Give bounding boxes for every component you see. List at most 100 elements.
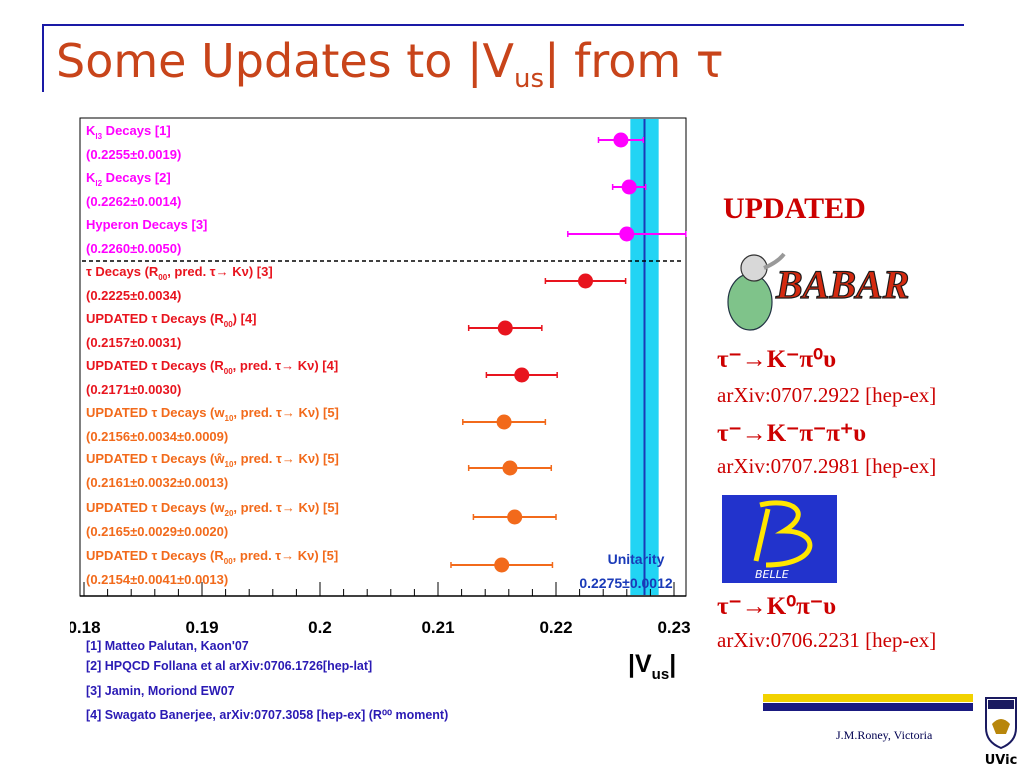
unitarity-label: Unitarity [608, 551, 665, 567]
series-label-main: UPDATED τ Decays (w [86, 500, 225, 515]
series-label-rest: , pred. τ→ Kν) [5] [233, 500, 338, 515]
vus-chart: Kl3 Decays [1] (0.2255±0.0019) Kl2 Decays … [70, 117, 691, 722]
series-label-rest: , pred. τ→ Kν) [5] [233, 405, 338, 420]
series-value-label: (0.2154±0.0041±0.0013) [86, 572, 228, 587]
reference-item: [4] Swagato Banerjee, arXiv:0707.3058 [h… [86, 708, 448, 722]
x-axis-label-tail: | [669, 650, 676, 678]
title-accent-bar [42, 26, 44, 92]
reference-item: [2] HPQCD Follana et al arXiv:0706.1726[… [86, 659, 372, 673]
x-axis-label-main: |V [628, 650, 652, 678]
x-tick-label: 0.21 [421, 618, 454, 637]
uvic-shield-lamp [992, 719, 1010, 734]
babar-logo-text: BABAR [775, 262, 909, 307]
title-rule [42, 24, 964, 26]
title-subscript: us [514, 64, 545, 95]
series-label-rest: , pred. τ→ Kν) [4] [233, 358, 338, 373]
data-point [619, 226, 635, 242]
series-label-sub: 00 [224, 557, 233, 566]
data-point [514, 367, 530, 383]
series-label-main: τ Decays (R [86, 264, 159, 279]
series-label-main: Hyperon Decays [3] [86, 217, 207, 232]
series-value-label: (0.2260±0.0050) [86, 241, 181, 256]
plot-frame [79, 117, 687, 597]
unitarity-value: 0.2275±0.0012 [579, 575, 673, 591]
decay-3: τ⁻→K⁰π⁻υ [717, 593, 837, 620]
x-axis-label-sub: us [652, 666, 670, 683]
series-label-main: UPDATED τ Decays (R [86, 311, 224, 326]
data-point [613, 132, 629, 148]
footer-stripe-yellow [763, 694, 973, 702]
updated-label: UPDATED [723, 192, 866, 225]
reference-item: [3] Jamin, Moriond EW07 [86, 684, 235, 698]
x-tick-label: 0.18 [70, 618, 101, 637]
series-label: Hyperon Decays [3] [86, 217, 207, 232]
series-label-rest: , pred. τ→ Kν) [5] [233, 548, 338, 563]
series-label: UPDATED τ Decays (w10, pred. τ→ Kν) [5] [86, 405, 339, 423]
babar-logo: BABAR [727, 252, 910, 331]
arxiv-ref-3: arXiv:0706.2231 [hep-ex] [717, 628, 937, 652]
data-point [502, 460, 518, 476]
data-point [496, 414, 512, 430]
belle-logo-glyph [753, 500, 813, 568]
series-value-label: (0.2255±0.0019) [86, 147, 181, 162]
reference-item: [1] Matteo Palutan, Kaon'07 [86, 639, 249, 653]
uvic-logo-text: UVic [985, 753, 1018, 768]
series-label-sub: 00 [224, 367, 233, 376]
slide-title: Some Updates to |Vus| from τ [56, 34, 724, 94]
series-value-label: (0.2161±0.0032±0.0013) [86, 475, 228, 490]
series-label-rest: Decays [2] [102, 170, 171, 185]
belle-logo: BELLE [722, 495, 837, 583]
x-tick-label: 0.22 [539, 618, 572, 637]
series-label: τ Decays (R00, pred. τ→ Kν) [3] [86, 264, 273, 282]
series-label: UPDATED τ Decays (R00, pred. τ→ Kν) [4] [86, 358, 338, 376]
elephant-body [727, 273, 773, 331]
x-tick-label: 0.2 [308, 618, 332, 637]
series-label-sub: 00 [158, 273, 167, 282]
uvic-shield-band [988, 700, 1014, 709]
series-label-sub: 20 [225, 509, 234, 518]
series-label-main: UPDATED τ Decays (R [86, 548, 224, 563]
series-label-main: UPDATED τ Decays (ŵ [86, 451, 225, 466]
series-label-rest: , pred. τ→ Kν) [5] [233, 451, 338, 466]
series-label-main: UPDATED τ Decays (R [86, 358, 224, 373]
title-tail: | from τ [544, 34, 724, 88]
arxiv-ref-1: arXiv:0707.2922 [hep-ex] [717, 383, 937, 407]
series-label: UPDATED τ Decays (R00) [4] [86, 311, 257, 329]
elephant-head [740, 254, 768, 282]
series-label: Kl2 Decays [2] [86, 170, 171, 188]
series-label-rest: ) [4] [233, 311, 257, 326]
footer-stripe-navy [763, 703, 973, 711]
x-tick-label: 0.19 [185, 618, 218, 637]
elephant-trunk [763, 252, 786, 270]
series-label-sub: l3 [95, 132, 102, 141]
footer-stripes [763, 694, 973, 711]
data-point [497, 320, 513, 336]
series-value-label: (0.2171±0.0030) [86, 382, 181, 397]
decay-2: τ⁻→K⁻π⁻π⁺υ [717, 420, 867, 447]
series-label: UPDATED τ Decays (ŵ10, pred. τ→ Kν) [5] [86, 451, 339, 469]
series-label-rest: , pred. τ→ Kν) [3] [167, 264, 272, 279]
series-label-sub: 10 [225, 460, 234, 469]
data-point [578, 273, 593, 289]
series-value-label: (0.2225±0.0034) [86, 288, 181, 303]
series-label-main: K [86, 123, 96, 138]
data-point [621, 179, 637, 195]
series-label-main: UPDATED τ Decays (w [86, 405, 225, 420]
x-tick-label: 0.23 [657, 618, 690, 637]
data-point [494, 557, 510, 573]
belle-logo-background [722, 495, 837, 583]
author-credit: J.M.Roney, Victoria [836, 728, 933, 742]
decay-1: τ⁻→K⁻π⁰υ [717, 346, 837, 373]
title-main: Some Updates to |V [56, 34, 515, 88]
series-label: Kl3 Decays [1] [86, 123, 171, 141]
uvic-logo: UVic [985, 697, 1018, 768]
series-label: UPDATED τ Decays (R00, pred. τ→ Kν) [5] [86, 548, 338, 566]
series-label: UPDATED τ Decays (w20, pred. τ→ Kν) [5] [86, 500, 339, 518]
data-point [507, 509, 523, 525]
series-value-label: (0.2165±0.0029±0.0020) [86, 524, 228, 539]
belle-logo-text: BELLE [755, 568, 789, 581]
series-label-main: K [86, 170, 96, 185]
series-label-sub: 00 [224, 320, 233, 329]
series-label-sub: 10 [225, 414, 234, 423]
series-label-rest: Decays [1] [102, 123, 171, 138]
